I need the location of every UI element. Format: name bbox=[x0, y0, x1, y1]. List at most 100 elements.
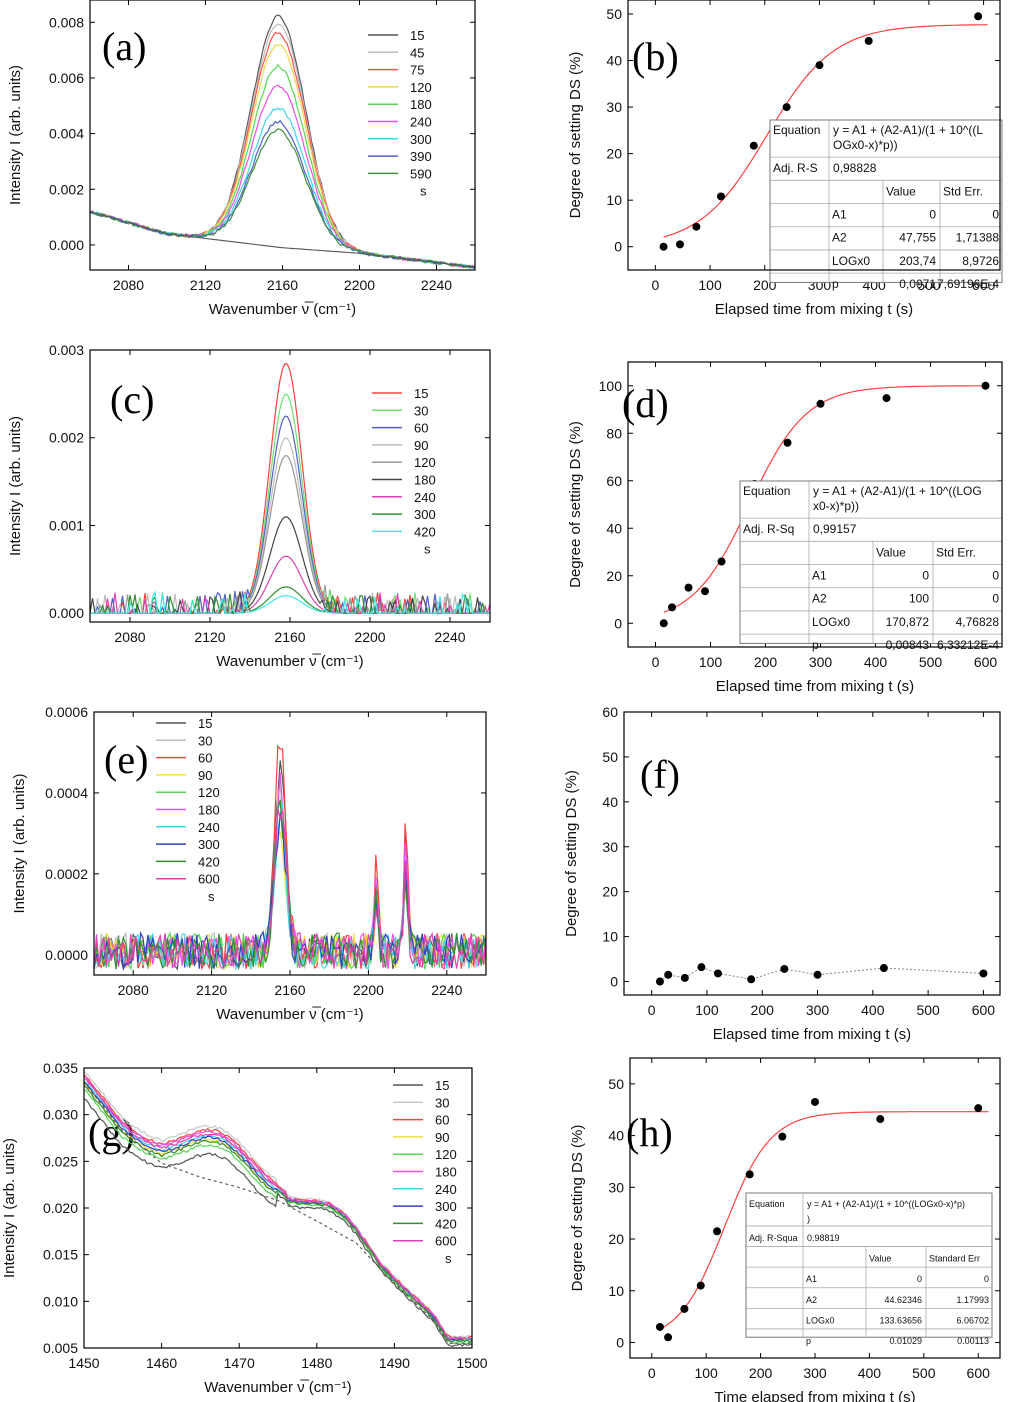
data-point bbox=[747, 975, 756, 984]
legend-label: 300 bbox=[198, 837, 220, 852]
x-tick-label: 1470 bbox=[224, 1355, 255, 1371]
table-err: 0 bbox=[992, 569, 999, 583]
table-err: 4,76828 bbox=[956, 615, 1000, 629]
y-tick-label: 0 bbox=[610, 974, 618, 990]
table-param: LOGx0 bbox=[832, 254, 870, 268]
plot-frame bbox=[89, 349, 491, 623]
legend-label: 30 bbox=[198, 733, 212, 748]
x-tick-label: 500 bbox=[916, 1002, 940, 1018]
y-tick-label: 0 bbox=[614, 615, 622, 631]
data-point bbox=[778, 1132, 787, 1141]
y-tick-label: 0.015 bbox=[43, 1247, 78, 1263]
legend-label: 240 bbox=[198, 820, 220, 835]
table-frame bbox=[769, 119, 1003, 283]
y-tick-label: 30 bbox=[608, 1179, 624, 1195]
table-equation-label: Equation bbox=[743, 484, 790, 498]
y-tick-label: 50 bbox=[606, 6, 622, 22]
x-tick-label: 400 bbox=[864, 654, 888, 670]
y-tick-label: 20 bbox=[602, 884, 618, 900]
legend-label: 120 bbox=[435, 1147, 457, 1162]
y-tick-label: 0.005 bbox=[43, 1340, 78, 1356]
table-param: A1 bbox=[806, 1274, 817, 1284]
data-point bbox=[745, 1170, 754, 1179]
y-tick-label: 0.002 bbox=[49, 430, 84, 446]
series-line-420 bbox=[90, 590, 490, 614]
table-col-err: Std Err. bbox=[943, 184, 983, 198]
x-tick-label: 2120 bbox=[196, 982, 227, 998]
data-point bbox=[701, 587, 709, 596]
x-tick-label: 600 bbox=[974, 654, 998, 670]
y-axis-label: Degree of setting DS (%) bbox=[569, 1125, 586, 1292]
plot-area bbox=[90, 14, 475, 270]
table-equation: x0-x)*p)) bbox=[813, 499, 859, 513]
legend-label: 300 bbox=[410, 132, 432, 147]
x-tick-label: 300 bbox=[806, 1002, 830, 1018]
y-axis-label: Degree of setting DS (%) bbox=[563, 770, 580, 937]
table-col-value: Value bbox=[886, 184, 916, 198]
table-param: A2 bbox=[832, 231, 847, 245]
table-err: 0.00113 bbox=[957, 1336, 989, 1346]
panel-label: (d) bbox=[622, 381, 669, 426]
x-tick-label: 0 bbox=[648, 1002, 656, 1018]
data-point bbox=[655, 1322, 664, 1331]
data-point bbox=[675, 240, 684, 249]
baseline-line bbox=[90, 210, 475, 268]
y-axis-label: Intensity I (arb. units) bbox=[7, 416, 24, 556]
table-col-err: Std Err. bbox=[936, 545, 976, 559]
data-point bbox=[664, 1333, 673, 1342]
data-point bbox=[879, 964, 888, 973]
y-tick-label: 20 bbox=[606, 568, 622, 584]
table-err: 0 bbox=[992, 208, 999, 222]
plot-frame bbox=[93, 711, 487, 976]
legend-label: 180 bbox=[435, 1165, 457, 1180]
y-tick-label: 0.002 bbox=[49, 181, 84, 197]
plot-frame bbox=[629, 1057, 1001, 1359]
data-point bbox=[864, 36, 873, 45]
table-frame bbox=[745, 1192, 993, 1338]
y-tick-label: 40 bbox=[606, 520, 622, 536]
y-axis-label: Degree of setting DS (%) bbox=[567, 421, 584, 588]
table-value: 0 bbox=[922, 569, 929, 583]
legend-unit: s bbox=[208, 889, 215, 904]
table-err: 7,69196E-4 bbox=[937, 277, 999, 291]
fit-table: Equation y = A1 + (A2-A1)/(1 + 10^((LOGx0… bbox=[745, 1192, 993, 1346]
table-col-value: Value bbox=[876, 545, 906, 559]
table-adjr-value: 0,98828 bbox=[833, 161, 877, 175]
x-tick-label: 1500 bbox=[456, 1355, 487, 1371]
y-tick-label: 0.008 bbox=[49, 14, 84, 30]
panel-label: (e) bbox=[104, 737, 148, 782]
legend-label: 15 bbox=[410, 28, 424, 43]
data-point bbox=[713, 1227, 722, 1236]
y-tick-label: 80 bbox=[606, 425, 622, 441]
table-err: 6,33212E-4 bbox=[937, 638, 999, 652]
plot-frame bbox=[627, 0, 1001, 271]
fit-curve bbox=[663, 385, 990, 613]
legend-label: 390 bbox=[410, 149, 432, 164]
y-tick-label: 40 bbox=[608, 1128, 624, 1144]
panel-label: (a) bbox=[102, 24, 146, 69]
y-tick-label: 30 bbox=[606, 99, 622, 115]
x-tick-label: 100 bbox=[694, 1365, 718, 1381]
data-point bbox=[974, 12, 983, 21]
data-point bbox=[815, 61, 824, 70]
x-tick-label: 0 bbox=[651, 277, 659, 293]
table-err: 0 bbox=[992, 592, 999, 606]
panel-f: 0 100 200 300 400 500 600 0 10 20 30 40 50 60 Elapsed … bbox=[563, 704, 1001, 1043]
y-tick-label: 0.000 bbox=[49, 605, 84, 621]
panel-h: 0 100 200 300 400 500 600 0 10 20 30 40 50 Time elaps… bbox=[569, 1057, 1001, 1402]
fit-curve bbox=[663, 24, 988, 238]
x-tick-label: 2240 bbox=[431, 982, 462, 998]
table-param: A2 bbox=[806, 1295, 817, 1305]
legend-label: 60 bbox=[198, 751, 212, 766]
legend-label: 180 bbox=[414, 473, 436, 488]
legend-label: 90 bbox=[414, 438, 428, 453]
y-tick-label: 60 bbox=[602, 704, 618, 720]
x-tick-label: 0 bbox=[648, 1365, 656, 1381]
x-tick-label: 2120 bbox=[194, 629, 225, 645]
legend-label: 15 bbox=[198, 716, 212, 731]
table-value: 44.62346 bbox=[884, 1295, 922, 1305]
x-tick-label: 2240 bbox=[434, 629, 465, 645]
legend-label: 600 bbox=[198, 872, 220, 887]
panel-a: 2080 2120 2160 2200 2240 0.000 0.002 0.004 0.006… bbox=[7, 0, 476, 318]
panel-label: (c) bbox=[110, 377, 154, 422]
